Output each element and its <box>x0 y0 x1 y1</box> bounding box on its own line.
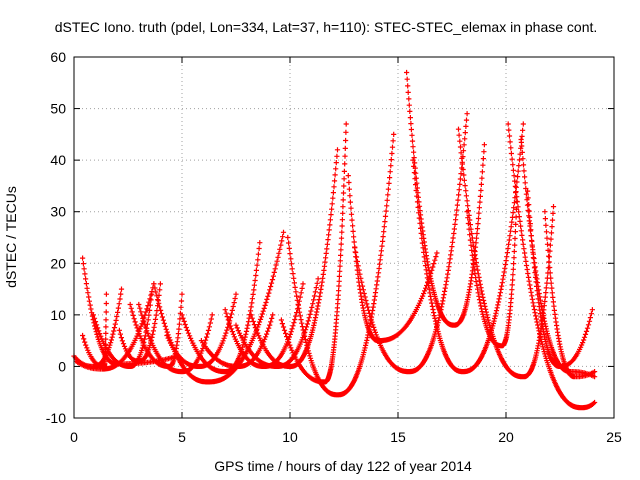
data-point-markers <box>278 121 349 385</box>
data-point-markers <box>352 111 470 375</box>
series-pass-24 <box>505 121 598 411</box>
chart-title: dSTEC Iono. truth (pdel, Lon=334, Lat=37… <box>55 19 598 35</box>
series-pass-16 <box>278 121 349 385</box>
y-axis-label: dSTEC / TECUs <box>3 186 19 288</box>
x-tick-label: 15 <box>390 429 406 445</box>
x-tick-label: 25 <box>606 429 622 445</box>
series-pass-18 <box>345 173 440 344</box>
x-tick-label: 10 <box>282 429 298 445</box>
data-point-markers <box>518 136 598 380</box>
series-pass-21 <box>410 121 526 375</box>
data-point-markers <box>505 121 598 411</box>
data-point-markers <box>525 188 595 369</box>
data-point-markers <box>542 209 598 380</box>
y-tick-label: 0 <box>58 358 66 374</box>
y-tick-label: 60 <box>50 49 66 65</box>
data-point-markers <box>248 147 341 369</box>
y-tick-label: 20 <box>50 255 66 271</box>
y-tick-label: -10 <box>46 410 66 426</box>
data-point-markers <box>80 291 109 369</box>
data-points <box>71 69 598 411</box>
x-tick-label: 20 <box>498 429 514 445</box>
series-pass-25 <box>518 136 598 380</box>
series-pass-19 <box>352 111 470 375</box>
plot-frame <box>73 56 615 419</box>
data-point-markers <box>345 173 440 344</box>
series-pass-17 <box>285 131 397 398</box>
data-point-markers <box>151 229 287 385</box>
data-point-markers <box>410 121 526 375</box>
x-tick-label: 0 <box>70 429 78 445</box>
series-pass-26 <box>525 188 595 369</box>
series-pass-09 <box>151 229 287 385</box>
data-point-markers <box>404 69 487 328</box>
series-pass-04 <box>80 291 109 369</box>
y-tick-label: 50 <box>50 101 66 117</box>
series-pass-15 <box>248 147 341 369</box>
y-tick-label: 40 <box>50 152 66 168</box>
x-axis-label: GPS time / hours of day 122 of year 2014 <box>214 458 472 474</box>
x-tick-label: 5 <box>178 429 186 445</box>
y-tick-label: 30 <box>50 204 66 220</box>
series-pass-27 <box>542 209 598 380</box>
series-pass-23 <box>464 198 520 349</box>
series-pass-20 <box>404 69 487 328</box>
data-point-markers <box>464 198 520 349</box>
data-point-markers <box>285 131 397 398</box>
y-tick-label: 10 <box>50 307 66 323</box>
